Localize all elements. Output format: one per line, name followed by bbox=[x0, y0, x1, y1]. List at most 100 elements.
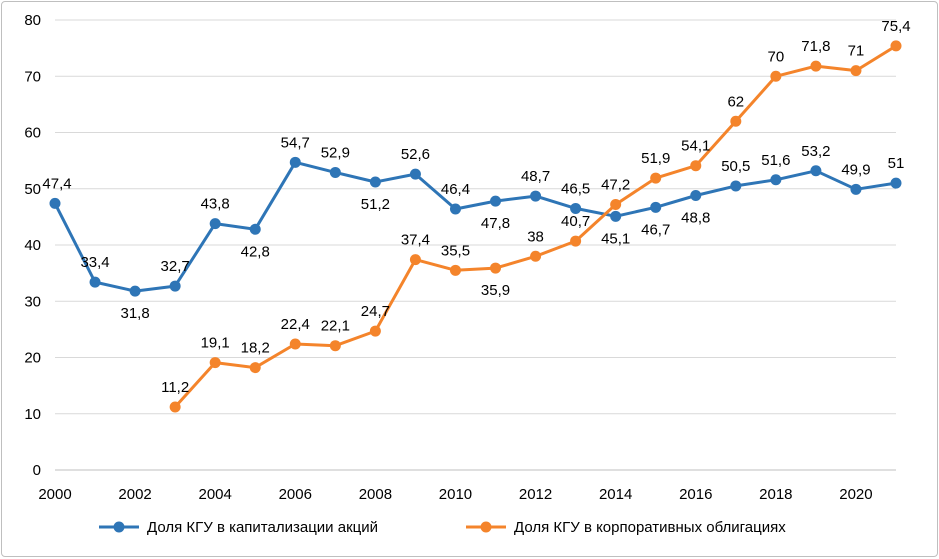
data-label: 43,8 bbox=[201, 196, 230, 213]
data-point bbox=[490, 262, 502, 274]
series-line-2 bbox=[173, 44, 897, 409]
data-point bbox=[690, 190, 702, 201]
x-tick-label: 2004 bbox=[199, 486, 232, 503]
data-point bbox=[850, 65, 862, 77]
data-label: 47,8 bbox=[481, 215, 510, 232]
data-point bbox=[650, 201, 662, 213]
data-label: 46,5 bbox=[561, 180, 590, 197]
data-label: 19,1 bbox=[201, 335, 230, 352]
data-label: 51,9 bbox=[641, 150, 670, 167]
data-point bbox=[810, 165, 822, 177]
data-label: 54,1 bbox=[681, 138, 710, 155]
data-point bbox=[690, 160, 702, 172]
data-point bbox=[850, 183, 862, 195]
data-label: 42,8 bbox=[241, 243, 270, 260]
data-label: 35,9 bbox=[481, 282, 510, 299]
data-point bbox=[329, 340, 341, 352]
data-point bbox=[610, 199, 622, 210]
x-tick-label: 2012 bbox=[519, 486, 552, 503]
data-label: 22,1 bbox=[321, 318, 350, 335]
data-label: 71 bbox=[848, 43, 865, 60]
y-tick-label: 30 bbox=[24, 293, 41, 310]
data-point bbox=[289, 156, 301, 168]
data-label: 70 bbox=[768, 48, 785, 65]
data-label: 18,2 bbox=[241, 340, 270, 357]
data-point bbox=[650, 172, 662, 184]
data-point bbox=[449, 203, 461, 215]
data-label: 51,6 bbox=[761, 152, 790, 169]
y-tick-label: 80 bbox=[24, 12, 41, 29]
data-point bbox=[329, 166, 341, 178]
y-tick-label: 0 bbox=[33, 462, 41, 479]
legend-label-1: Доля КГУ в капитализации акций bbox=[147, 519, 378, 536]
data-label: 50,5 bbox=[721, 158, 750, 175]
data-label: 47,2 bbox=[601, 177, 630, 194]
data-label: 11,2 bbox=[161, 379, 189, 396]
data-label: 24,7 bbox=[361, 303, 390, 320]
data-point bbox=[770, 70, 782, 82]
data-point bbox=[570, 235, 582, 247]
data-point bbox=[409, 254, 421, 266]
data-point bbox=[209, 218, 221, 230]
data-label: 47,4 bbox=[42, 175, 71, 192]
x-tick-label: 2002 bbox=[118, 486, 151, 503]
legend-label-2: Доля КГУ в корпоративных облигациях bbox=[514, 519, 786, 536]
data-point bbox=[49, 197, 61, 209]
data-point bbox=[570, 202, 582, 214]
data-point bbox=[249, 362, 261, 374]
y-tick-label: 70 bbox=[24, 68, 41, 85]
data-label: 48,8 bbox=[681, 210, 710, 227]
data-label: 75,4 bbox=[881, 18, 910, 35]
data-point bbox=[449, 264, 461, 276]
data-point bbox=[610, 210, 622, 222]
data-label: 52,6 bbox=[401, 146, 430, 163]
data-point bbox=[249, 223, 261, 235]
data-point bbox=[530, 190, 542, 202]
data-point bbox=[890, 177, 902, 189]
legend-marker-2 bbox=[480, 521, 492, 533]
data-point bbox=[289, 338, 301, 350]
data-point bbox=[129, 285, 141, 297]
data-point bbox=[810, 60, 822, 72]
data-label: 22,4 bbox=[281, 316, 310, 333]
data-label: 45,1 bbox=[601, 230, 630, 247]
data-label: 46,4 bbox=[441, 181, 470, 198]
data-label: 51 bbox=[888, 155, 905, 172]
data-point bbox=[169, 401, 181, 413]
data-label: 35,5 bbox=[441, 242, 470, 259]
data-label: 71,8 bbox=[801, 38, 830, 55]
data-point bbox=[770, 174, 782, 186]
data-label: 33,4 bbox=[80, 254, 109, 271]
y-tick-label: 50 bbox=[24, 181, 41, 198]
legend-marker-1 bbox=[113, 521, 125, 533]
data-label: 48,7 bbox=[521, 168, 550, 185]
y-tick-label: 10 bbox=[24, 406, 41, 423]
y-tick-label: 40 bbox=[24, 237, 41, 254]
data-point bbox=[369, 176, 381, 188]
data-point bbox=[89, 276, 101, 288]
data-point bbox=[890, 40, 902, 52]
data-label: 53,2 bbox=[801, 143, 830, 160]
x-tick-label: 2006 bbox=[279, 486, 312, 503]
data-label: 49,9 bbox=[841, 161, 870, 178]
x-tick-label: 2008 bbox=[359, 486, 392, 503]
x-tick-label: 2020 bbox=[839, 486, 872, 503]
data-label: 38 bbox=[527, 228, 544, 245]
data-label: 31,8 bbox=[120, 305, 149, 322]
data-label: 37,4 bbox=[401, 232, 430, 249]
data-label: 51,2 bbox=[361, 196, 390, 213]
data-label: 62 bbox=[727, 93, 744, 110]
data-point bbox=[530, 250, 542, 262]
data-label: 46,7 bbox=[641, 221, 670, 238]
data-point bbox=[369, 325, 381, 337]
data-label: 40,7 bbox=[561, 213, 590, 230]
x-tick-label: 2010 bbox=[439, 486, 472, 503]
x-tick-label: 2014 bbox=[599, 486, 632, 503]
data-point bbox=[730, 115, 742, 127]
x-tick-label: 2000 bbox=[38, 486, 71, 503]
data-point bbox=[409, 168, 421, 180]
data-point bbox=[490, 195, 502, 207]
data-point bbox=[209, 357, 221, 369]
